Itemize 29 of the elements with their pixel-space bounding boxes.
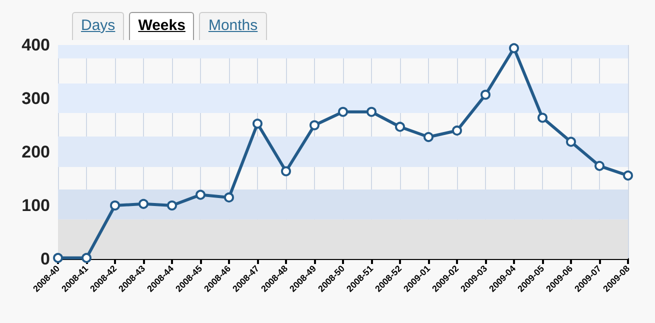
text: Days — [72, 12, 124, 40]
text: Weeks — [129, 12, 194, 40]
point — [566, 136, 576, 147]
point — [480, 90, 490, 100]
point — [366, 106, 376, 117]
point — [338, 106, 348, 117]
y-tick-label: 300 — [22, 89, 50, 108]
y-tick-label: 200 — [22, 142, 50, 162]
point — [623, 170, 633, 181]
point — [395, 122, 405, 132]
point — [509, 43, 519, 54]
point — [82, 252, 92, 263]
y-tick-label: 0 — [40, 250, 50, 268]
point — [452, 126, 462, 136]
point — [424, 132, 434, 142]
y-tick-label: 400 — [22, 36, 50, 54]
y-tick-label: 100 — [22, 196, 50, 215]
point — [281, 166, 291, 176]
point — [310, 120, 320, 130]
point — [224, 192, 234, 202]
point — [110, 200, 120, 210]
point — [53, 252, 63, 263]
point — [138, 198, 148, 209]
text: Months — [199, 12, 267, 40]
point — [594, 160, 604, 171]
point — [252, 118, 262, 129]
point — [196, 190, 206, 200]
point — [538, 112, 548, 123]
point — [167, 200, 177, 210]
